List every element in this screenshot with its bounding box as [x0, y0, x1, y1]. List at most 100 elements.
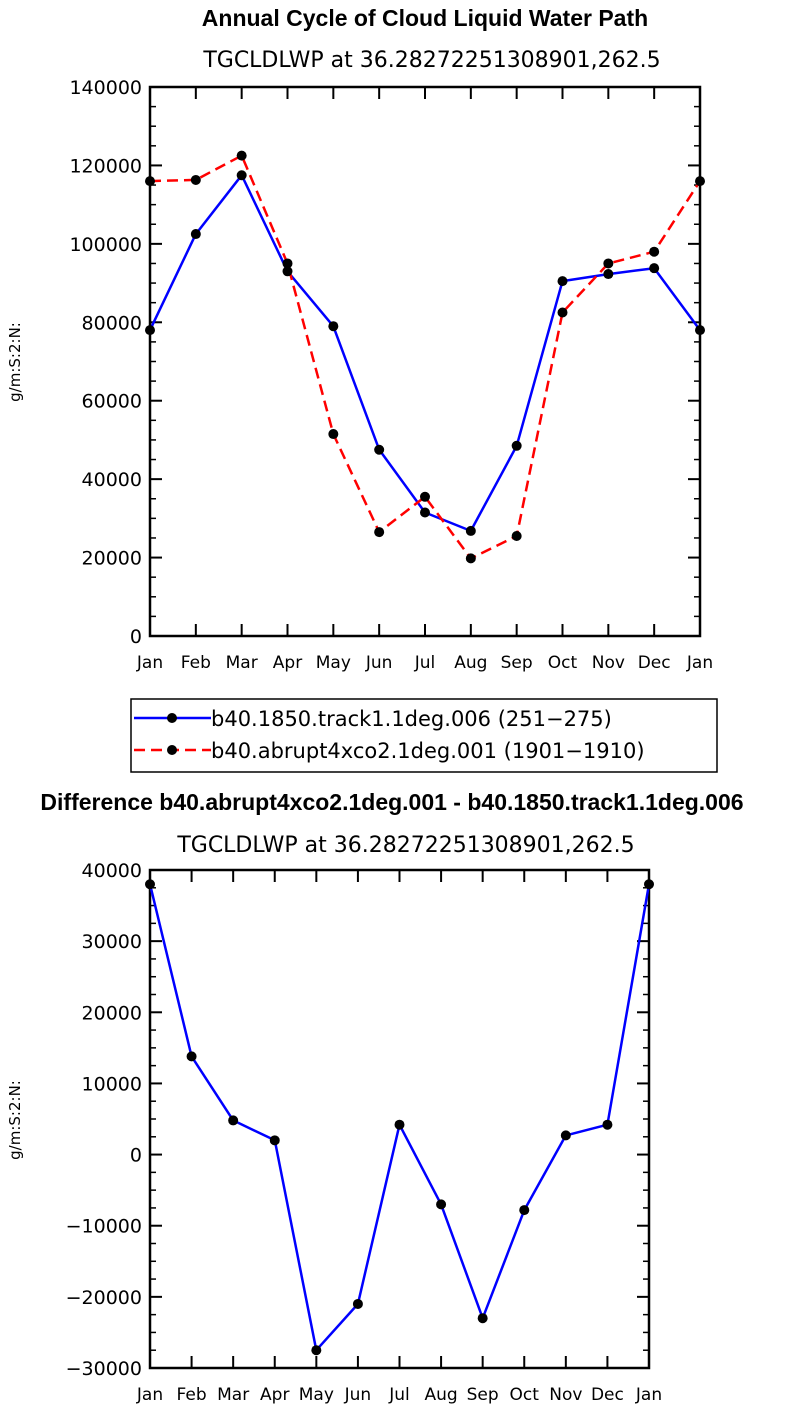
chart1-series-1-point: [236, 170, 247, 181]
legend-label-series-1: b40.1850.track1.1deg.006 (251−275): [211, 707, 612, 731]
legend: b40.1850.track1.1deg.006 (251−275) b40.a…: [130, 698, 718, 773]
chart1-series-2-point: [374, 527, 385, 538]
chart1-xtick-label: May: [316, 653, 351, 673]
chart2-xtick-label: Sep: [467, 1385, 499, 1405]
chart1-series-2-point: [557, 307, 568, 318]
chart1-ytick-label: 120000: [69, 155, 142, 177]
chart2-xtick-label: Mar: [217, 1385, 249, 1405]
chart2-ytick-label: −20000: [66, 1287, 142, 1309]
chart2-ytick-label: 10000: [82, 1073, 142, 1095]
chart1-plot-area: 0 20000 40000 60000 80000 100000 120000 140000 J…: [69, 77, 713, 673]
chart2-ytick-label: −30000: [66, 1358, 142, 1380]
chart2-ylabel: g/m:S:2:N:: [6, 1080, 24, 1160]
chart1-xtick-label: Jul: [414, 653, 436, 673]
chart2-series-1-point: [602, 1119, 613, 1130]
chart2-xtick-label: Dec: [591, 1385, 624, 1405]
chart1-series-1-point: [695, 325, 705, 336]
chart1-series-2-point: [511, 531, 522, 542]
chart2-plot-area: −30000 −20000 −10000 0 10000 20000 30000 40000 J…: [66, 860, 662, 1405]
chart2-xtick-label: Jul: [388, 1385, 410, 1405]
chart1-series-2-point: [236, 150, 247, 161]
chart1-series-2-point: [465, 553, 476, 564]
chart1-xtick-label: Nov: [592, 653, 625, 673]
chart2-xtick-label: Nov: [549, 1385, 582, 1405]
chart2-frame: [148, 868, 651, 1370]
chart1-series-1-point: [465, 525, 476, 536]
chart1-ytick-label: 20000: [82, 548, 142, 570]
chart2-xtick-label: May: [299, 1385, 334, 1405]
chart1-series-2-point: [190, 174, 201, 185]
chart1-frame: [148, 85, 702, 638]
chart2-series-1-point: [477, 1313, 488, 1324]
legend-marker-series-1: [167, 713, 177, 723]
chart1-xtick-label: Jan: [136, 653, 163, 673]
chart2-series-1-point: [519, 1205, 530, 1216]
chart1-series-1-point: [649, 263, 660, 274]
chart1-series-1-point: [603, 269, 614, 280]
chart1-series-1-point: [328, 321, 339, 332]
chart1-series-2-point: [282, 258, 293, 269]
chart2-series-1-point: [145, 879, 155, 890]
legend-label-series-2: b40.abrupt4xco2.1deg.001 (1901−1910): [211, 739, 645, 763]
chart1-series-1-point: [511, 440, 522, 451]
chart1-series-1-line: [148, 173, 702, 533]
chart2-ytick-label: −10000: [66, 1216, 142, 1238]
chart1-series-2-point: [695, 176, 705, 187]
chart2-ytick-label: 30000: [82, 931, 142, 953]
chart2-subtitle: TGCLDLWP at 36.28272251308901,262.5: [176, 833, 634, 858]
chart2-xtick-label: Aug: [424, 1385, 457, 1405]
chart1-xtick-label: Feb: [181, 653, 211, 673]
legend-marker-series-2: [167, 745, 177, 755]
chart1-xtick-label: Dec: [638, 653, 671, 673]
chart1-series-2-point: [328, 429, 339, 440]
chart1-series-1-point: [282, 266, 293, 277]
chart2-series-1-point: [436, 1199, 447, 1210]
chart1-series-2-point: [603, 258, 614, 269]
chart1-series-1-point: [145, 325, 155, 336]
chart1-ytick-label: 140000: [69, 77, 142, 99]
chart2-ytick-label: 20000: [82, 1002, 142, 1024]
chart1-xtick-label: Jan: [686, 653, 713, 673]
chart1-xtick-label: Apr: [273, 653, 302, 673]
chart2-xtick-label: Jan: [635, 1385, 662, 1405]
chart1-title: Annual Cycle of Cloud Liquid Water Path: [202, 5, 648, 31]
chart2-title: Difference b40.abrupt4xco2.1deg.001 - b4…: [40, 789, 743, 815]
chart1-ytick-label: 40000: [82, 469, 142, 491]
chart1-series-1-point: [420, 507, 430, 518]
chart1-ytick-label: 60000: [82, 391, 142, 413]
chart1-ytick-label: 80000: [82, 312, 142, 334]
chart1-series-2-point: [649, 246, 660, 257]
chart2-ytick-label: 0: [130, 1145, 142, 1167]
chart1-series-2-point: [420, 491, 430, 502]
chart1-xtick-label: Mar: [226, 653, 258, 673]
chart2-series-1-point: [228, 1115, 239, 1126]
chart2-xtick-label: Jun: [344, 1385, 372, 1405]
chart1-series-1-point: [190, 229, 201, 240]
chart2-ytick-label: 40000: [82, 860, 142, 882]
chart2-series-1-point: [311, 1345, 322, 1356]
chart2-xtick-label: Apr: [260, 1385, 289, 1405]
chart1-xtick-label: Aug: [454, 653, 487, 673]
chart1-xtick-label: Oct: [548, 653, 578, 673]
chart1-ylabel: g/m:S:2:N:: [6, 322, 24, 402]
chart1-subtitle: TGCLDLWP at 36.28272251308901,262.5: [202, 48, 660, 73]
chart1-series-2-point: [145, 176, 155, 187]
chart2-series-1-point: [186, 1051, 197, 1062]
chart2-xtick-label: Oct: [510, 1385, 540, 1405]
chart2-series-1-point: [644, 879, 654, 890]
chart1-series-1-point: [374, 444, 385, 455]
chart1-series-1-point: [557, 276, 568, 287]
legend-box: [130, 698, 718, 773]
chart2-series-1-line: [148, 883, 651, 1352]
chart1-xtick-label: Jun: [365, 653, 393, 673]
chart1-ytick-label: 100000: [69, 234, 142, 256]
chart2-series-1-point: [560, 1130, 571, 1141]
chart2-xtick-label: Jan: [136, 1385, 163, 1405]
chart2-series-1-point: [352, 1298, 363, 1309]
chart2-series-1-point: [269, 1135, 280, 1146]
chart2-series-1-point: [394, 1119, 405, 1130]
chart1-xtick-label: Sep: [501, 653, 533, 673]
chart1-ytick-label: 0: [130, 626, 142, 648]
chart2-xtick-label: Feb: [177, 1385, 207, 1405]
